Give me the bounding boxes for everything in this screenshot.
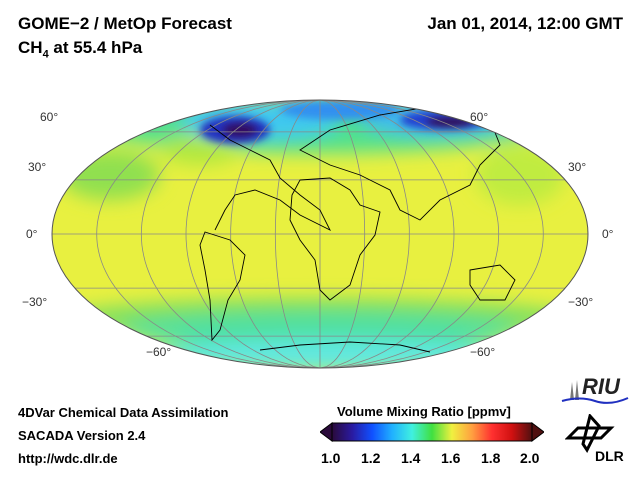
lat-label-0-left: 0°: [26, 227, 38, 241]
dlr-logo: DLR: [565, 414, 625, 474]
lat-label-60n-left: 60°: [40, 110, 59, 124]
lat-label-60s-right: −60°: [470, 345, 496, 359]
footer-line-2: SACADA Version 2.4: [18, 428, 146, 443]
footer-line-1: 4DVar Chemical Data Assimilation: [18, 405, 229, 420]
riu-logo: RIU: [560, 374, 630, 404]
colorbar-tick: 1.2: [361, 450, 381, 466]
lat-label-60s-left: −60°: [146, 345, 172, 359]
lat-label-0-right: 0°: [602, 227, 614, 241]
colorbar-low-arrow: [320, 422, 333, 442]
graticule: [52, 100, 588, 368]
colorbar-tick: 1.0: [321, 450, 341, 466]
lat-label-30n-right: 30°: [568, 160, 587, 174]
riu-logo-text: RIU: [582, 374, 620, 399]
forecast-datetime: Jan 01, 2014, 12:00 GMT: [427, 14, 623, 33]
lat-label-60n-right: 60°: [470, 110, 489, 124]
colorbar-high-arrow: [531, 422, 544, 442]
colorbar-tick: 2.0: [520, 450, 540, 466]
dlr-logo-text: DLR: [595, 448, 624, 464]
species-level-text: at 55.4 hPa: [48, 38, 143, 57]
colorbar: [320, 422, 544, 442]
colorbar-tick: 1.8: [481, 450, 501, 466]
map-outline: [51, 99, 589, 369]
colorbar-gradient: [331, 422, 533, 442]
colorbar-tick: 1.4: [401, 450, 421, 466]
lat-label-30n-left: 30°: [28, 160, 47, 174]
species-name: CH: [18, 38, 43, 57]
colorbar-title: Volume Mixing Ratio [ppmv]: [337, 404, 511, 419]
colorbar-tick: 1.6: [441, 450, 461, 466]
species-subscript: 4: [42, 48, 49, 61]
lat-label-30s-left: −30°: [22, 295, 48, 309]
map-title: GOME−2 / MetOp Forecast: [18, 14, 232, 33]
footer-url[interactable]: http://wdc.dlr.de: [18, 451, 118, 466]
dlr-emblem-icon: [565, 414, 615, 453]
coastlines: [199, 104, 516, 353]
lat-label-30s-right: −30°: [568, 295, 594, 309]
species-level: CH4 at 55.4 hPa: [18, 38, 142, 60]
concentration-field: [52, 100, 588, 368]
cathedral-icon: [561, 380, 629, 404]
